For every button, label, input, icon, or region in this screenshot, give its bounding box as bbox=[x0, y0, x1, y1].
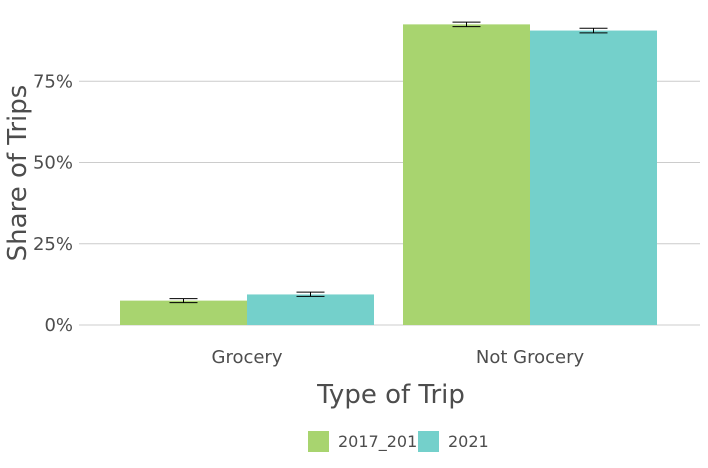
bar-grocery-2017_2019 bbox=[120, 300, 247, 325]
error-bar bbox=[452, 21, 481, 28]
legend-swatch bbox=[308, 431, 329, 452]
bar-grocery-2021 bbox=[247, 294, 374, 325]
x-axis-title: Type of Trip bbox=[316, 380, 465, 410]
legend-item-2017_2019: 2017_2019 bbox=[308, 431, 427, 452]
y-tick-label: 0% bbox=[44, 315, 73, 336]
bars bbox=[120, 24, 657, 326]
legend-item-2021: 2021 bbox=[418, 431, 489, 452]
legend-label: 2017_2019 bbox=[338, 432, 427, 452]
x-tick-label: Grocery bbox=[212, 347, 283, 368]
x-axis-tick-labels: Grocery Not Grocery bbox=[212, 347, 585, 368]
legend-label: 2021 bbox=[448, 432, 489, 451]
error-bar bbox=[579, 27, 608, 34]
y-tick-label: 50% bbox=[33, 153, 73, 174]
y-axis-tick-labels: 0% 25% 50% 75% bbox=[33, 71, 73, 336]
x-tick-label: Not Grocery bbox=[476, 347, 585, 368]
legend-swatch bbox=[418, 431, 439, 452]
error-bar bbox=[296, 291, 325, 297]
bar-not-grocery-2017_2019 bbox=[403, 24, 530, 325]
legend: 2017_2019 2021 bbox=[308, 431, 489, 452]
bar-not-grocery-2021 bbox=[530, 30, 657, 326]
y-tick-label: 75% bbox=[33, 71, 73, 92]
y-axis-title: Share of Trips bbox=[3, 85, 33, 262]
y-tick-label: 25% bbox=[33, 234, 73, 255]
error-bar bbox=[169, 298, 198, 304]
error-bars bbox=[169, 21, 608, 304]
